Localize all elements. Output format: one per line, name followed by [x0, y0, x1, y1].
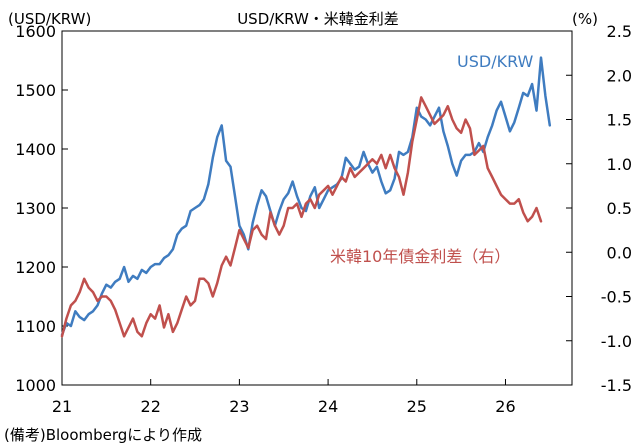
x-tick-label: 26 — [495, 397, 515, 416]
series-label-spread: 米韓10年債金利差（右） — [330, 247, 510, 266]
x-tick-label: 25 — [407, 397, 427, 416]
y-right-tick-label: 1.5 — [607, 111, 632, 130]
source-note: (備考)Bloombergにより作成 — [4, 426, 202, 444]
series-line-spread — [60, 96, 543, 338]
x-tick-label: 22 — [141, 397, 161, 416]
right-axis-unit-label: (%) — [572, 10, 598, 28]
y-right-tick-label: -1.0 — [601, 332, 632, 351]
y-right-tick-label: 0.0 — [607, 243, 632, 262]
series-layer — [60, 56, 552, 338]
y-right-tick-label: 2.0 — [607, 66, 632, 85]
y-right-tick-label: -1.5 — [601, 376, 632, 395]
x-tick-label: 21 — [52, 397, 72, 416]
y-left-tick-label: 1000 — [15, 376, 56, 395]
y-left-tick-label: 1100 — [15, 317, 56, 336]
y-right-tick-label: 2.5 — [607, 22, 632, 41]
x-axis: 21 22 23 24 25 26 — [52, 379, 516, 416]
y-left-tick-label: 1500 — [15, 81, 56, 100]
y-left-tick-label: 1600 — [15, 22, 56, 41]
y-left-tick-label: 1300 — [15, 199, 56, 218]
left-axis-unit-label: (USD/KRW) — [8, 10, 91, 28]
x-tick-label: 23 — [229, 397, 249, 416]
series-line-usdkrw — [60, 56, 552, 337]
x-tick-label: 24 — [318, 397, 338, 416]
y-left-axis: 1000 1100 1200 1300 1400 1500 1600 — [15, 22, 68, 395]
y-right-axis: 2.5 2.0 1.5 1.0 0.5 0.0 -0.5 -1.0 -1.5 — [566, 22, 632, 395]
y-left-tick-label: 1200 — [15, 258, 56, 277]
y-right-tick-label: -0.5 — [601, 288, 632, 307]
y-right-tick-label: 1.0 — [607, 155, 632, 174]
chart-title: USD/KRW・米韓金利差 — [237, 10, 399, 28]
series-label-usdkrw: USD/KRW — [457, 52, 534, 71]
y-right-tick-label: 0.5 — [607, 199, 632, 218]
y-left-tick-label: 1400 — [15, 140, 56, 159]
